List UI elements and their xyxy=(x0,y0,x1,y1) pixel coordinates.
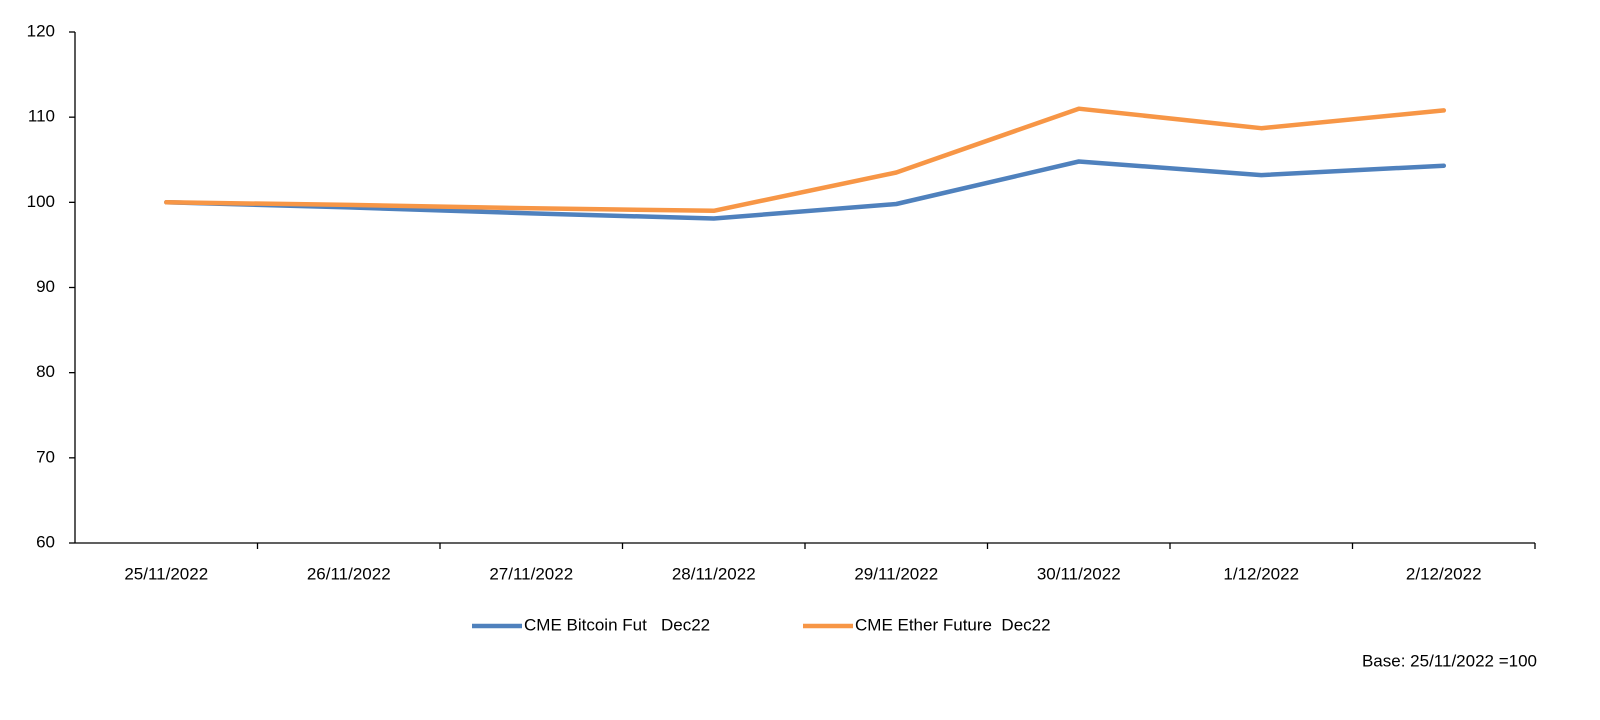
x-tick-label: 29/11/2022 xyxy=(854,564,938,583)
series-line xyxy=(164,159,1447,221)
series-line xyxy=(164,106,1447,214)
base-note: Base: 25/11/2022 =100 xyxy=(1362,651,1537,670)
x-tick-label: 2/12/2022 xyxy=(1406,564,1482,583)
legend-label: CME Bitcoin Fut Dec22 xyxy=(524,615,710,634)
y-tick-label: 100 xyxy=(27,192,55,211)
y-tick-label: 60 xyxy=(36,532,55,551)
x-tick-label: 30/11/2022 xyxy=(1037,564,1121,583)
y-tick-label: 70 xyxy=(36,447,55,466)
x-tick-label: 27/11/2022 xyxy=(489,564,573,583)
y-tick-label: 80 xyxy=(36,362,55,381)
x-tick-label: 28/11/2022 xyxy=(672,564,756,583)
y-tick-label: 120 xyxy=(27,21,55,40)
x-tick-label: 26/11/2022 xyxy=(307,564,391,583)
x-tick-label: 25/11/2022 xyxy=(124,564,208,583)
x-tick-label: 1/12/2022 xyxy=(1223,564,1299,583)
legend-label: CME Ether Future Dec22 xyxy=(855,615,1051,634)
y-tick-label: 90 xyxy=(36,277,55,296)
y-tick-label: 110 xyxy=(28,107,55,126)
